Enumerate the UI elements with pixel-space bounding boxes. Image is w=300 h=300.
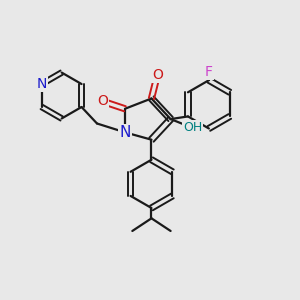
Text: OH: OH <box>183 122 202 134</box>
Text: N: N <box>37 77 47 91</box>
Text: O: O <box>98 94 108 108</box>
Text: F: F <box>205 65 213 79</box>
Text: N: N <box>119 125 131 140</box>
Text: O: O <box>152 68 163 82</box>
